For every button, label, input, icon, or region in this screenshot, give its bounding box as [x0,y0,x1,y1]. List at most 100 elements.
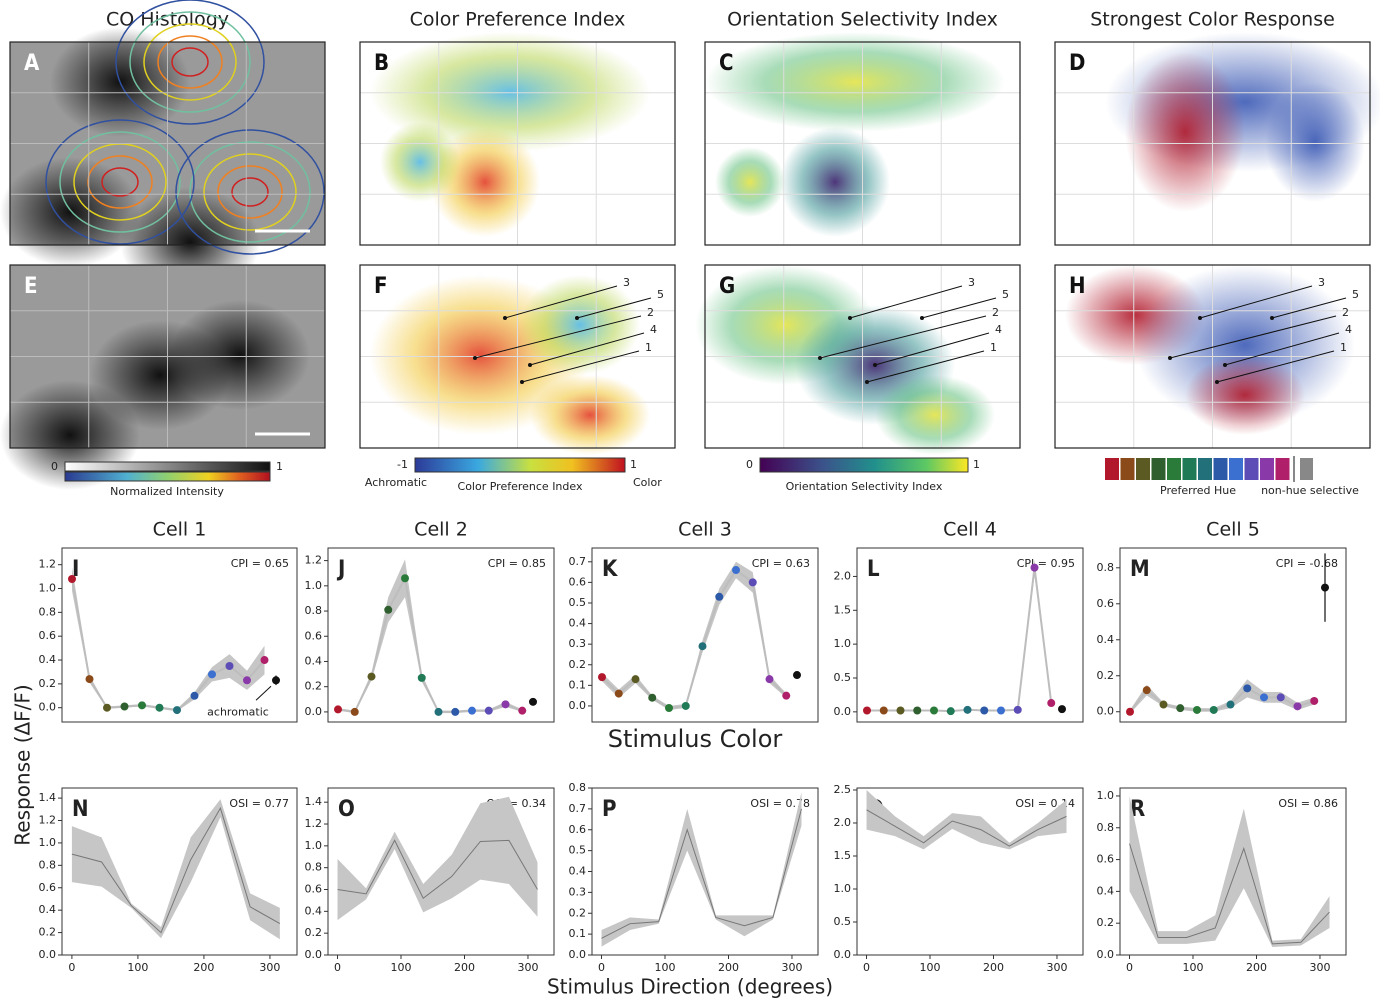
panel-letter: F [374,274,388,299]
marker-arrow [576,297,652,319]
point [173,706,181,715]
line [601,808,802,939]
point [350,707,359,716]
y-tick-label: 0.2 [1097,669,1115,682]
y-tick-label: 0.0 [39,701,57,714]
y-tick-label: 0.0 [1097,948,1115,961]
point [1159,700,1168,709]
panel-letter: O [338,797,355,822]
point [681,701,690,710]
contour [59,131,181,233]
x-tick-label: 300 [517,961,538,974]
hue-swatch [1120,458,1135,480]
marker-arrow [819,315,987,359]
marker-arrow [504,285,618,319]
y-tick-label: 0.3 [569,637,587,650]
hue-swatch [1151,458,1166,480]
error-band [71,799,280,940]
marker-arrow [874,332,990,366]
hue-swatch [1300,458,1313,480]
point [484,706,493,715]
hue-swatch [1136,458,1150,480]
panel-letter: L [867,557,880,582]
cell-marker: 5 [1002,288,1009,301]
x-tick-label: 200 [983,961,1004,974]
point [501,700,510,709]
arrow-head [503,316,507,320]
hue-swatch [1182,458,1197,480]
y-tick-label: 0.5 [834,671,852,684]
point [334,705,342,714]
colorbar-right: Color [633,476,662,489]
y-tick-label: 0.0 [834,948,852,961]
arrow-head [1168,356,1172,360]
y-tick-label: 0.8 [305,604,323,617]
cell-marker: 5 [1352,288,1359,301]
y-tick-label: 0.6 [569,823,587,836]
point [1142,686,1151,695]
y-tick-label: 0.4 [1097,884,1115,897]
panel-letter: J [336,557,345,582]
y-tick-label: 0.6 [1097,853,1115,866]
x-axis-label: Stimulus Direction (degrees) [547,975,833,999]
x-tick-label: 0 [863,961,870,974]
point [518,706,527,715]
map-density [1265,82,1365,202]
contour [189,141,311,243]
arrow-head [920,316,924,320]
point [930,706,938,715]
cell-title: Cell 1 [153,519,207,541]
map-density [715,147,785,217]
arrow-head [575,316,579,320]
marker-arrow [1216,350,1335,383]
x-tick-label: 100 [127,961,148,974]
achromatic-point [1058,705,1066,714]
plot-frame [1119,787,1347,956]
point [765,675,774,684]
colorbar-min: 0 [51,460,58,473]
panel-letter: G [719,274,735,299]
index-annotation: OSI = 0.86 [1278,797,1338,810]
plot-frame [327,547,555,723]
y-tick-label: 0.2 [569,658,587,671]
marker-arrow [529,332,645,366]
y-tick-label: 0.2 [39,926,57,939]
colorbar-label: Color Preference Index [458,480,583,493]
hue-swatch [1213,458,1228,480]
y-tick-label: 0.4 [569,865,587,878]
index-annotation: CPI = 0.95 [1017,557,1075,570]
point [598,673,606,682]
y-tick-label: 1.4 [305,795,323,808]
map-density [530,375,650,455]
marker-arrow [921,297,997,319]
map-density [380,122,460,202]
contour [129,11,251,113]
y-tick-label: 0.2 [569,906,587,919]
panel-letter: K [602,557,618,582]
cell-marker: 2 [1342,306,1349,319]
marker-arrow [474,315,642,359]
x-tick-label: 100 [391,961,412,974]
contour [115,0,265,125]
y-tick-label: 0.8 [39,858,57,871]
arrow-head [818,356,822,360]
y-tick-label: 1.0 [834,882,852,895]
cell-title: Cell 2 [414,519,468,541]
contour [87,155,153,209]
point [665,703,673,712]
y-tick-label: 1.0 [305,839,323,852]
y-tick-label: 1.0 [834,637,852,650]
cell-marker: 4 [650,323,657,336]
colorbar-max: 1 [630,458,637,471]
y-tick-label: 0.0 [834,705,852,718]
arrow-head [1270,316,1274,320]
map-frame [1054,41,1371,246]
colorbar [64,461,271,472]
y-tick-label: 1.4 [39,791,57,804]
achromatic-point [529,697,537,706]
marker-arrow [1199,285,1313,319]
arrow-head [873,363,877,367]
colorbar-max: 1 [276,460,283,473]
plot-frame [1119,547,1347,723]
point [1193,705,1201,714]
